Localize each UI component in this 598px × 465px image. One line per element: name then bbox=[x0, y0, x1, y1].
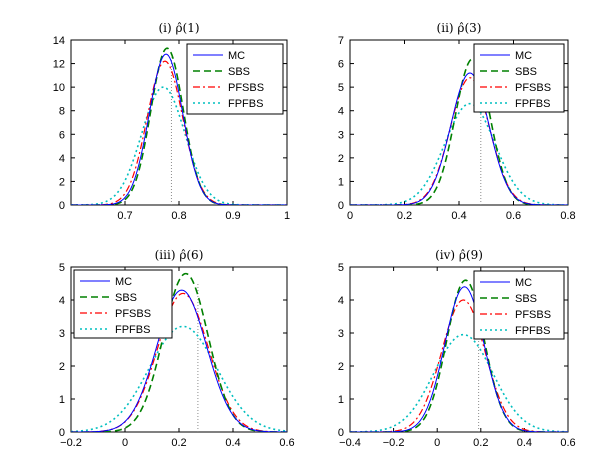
x-tick-label: 0.7 bbox=[117, 210, 132, 222]
legend-label-pfsbs: PFSBS bbox=[228, 82, 264, 94]
series-line-fpfbs bbox=[71, 86, 287, 205]
y-tick-label: 12 bbox=[53, 59, 65, 71]
legend-label-sbs: SBS bbox=[228, 66, 250, 78]
subplot-1: (i) ρ̂(1)0.7 0.8 0.9 102468101214MCSBSPFSBS… bbox=[53, 21, 290, 222]
legend-label-mc: MC bbox=[515, 50, 532, 62]
x-tick-label: 0 bbox=[434, 437, 440, 449]
x-tick-label: 0.6 bbox=[560, 437, 575, 449]
x-tick-label: 0.2 bbox=[171, 437, 186, 449]
legend-label-pfsbs: PFSBS bbox=[515, 309, 551, 321]
y-tick-label: 4 bbox=[59, 153, 65, 165]
series-line-sbs bbox=[71, 272, 287, 432]
legend-label-mc: MC bbox=[115, 276, 132, 288]
y-tick-label: 5 bbox=[338, 262, 344, 274]
legend-label-pfsbs: PFSBS bbox=[115, 308, 151, 320]
x-tick-label: 0 bbox=[122, 437, 128, 449]
subplot-title: (ii) ρ̂(3) bbox=[437, 21, 482, 35]
legend-label-sbs: SBS bbox=[515, 293, 537, 305]
legend-label-fpfbs: FPFBS bbox=[115, 324, 150, 336]
x-tick-label: −0.2 bbox=[60, 437, 82, 449]
subplot-3: (iii) ρ̂(6)−0.2 0 0.2 0.4 0.6012345MCSBSPFSB… bbox=[59, 248, 295, 449]
y-tick-label: 4 bbox=[59, 295, 65, 307]
y-tick-label: 1 bbox=[338, 176, 344, 188]
y-tick-label: 10 bbox=[53, 82, 65, 94]
y-tick-label: 1 bbox=[338, 394, 344, 406]
y-tick-label: 0 bbox=[59, 200, 65, 212]
x-tick-label: 0.4 bbox=[517, 437, 532, 449]
y-tick-label: 2 bbox=[59, 176, 65, 188]
y-tick-label: 4 bbox=[338, 295, 344, 307]
series-line-mc bbox=[350, 286, 568, 432]
legend: MC SBS PFSBS FPFBS bbox=[186, 43, 284, 115]
x-tick-label: 0.8 bbox=[171, 210, 186, 222]
series-line-mc bbox=[350, 72, 568, 205]
x-tick-label: 0.4 bbox=[451, 210, 466, 222]
y-tick-label: 2 bbox=[338, 153, 344, 165]
legend: MC SBS PFSBS FPFBS bbox=[473, 43, 565, 113]
y-tick-label: 3 bbox=[338, 328, 344, 340]
subplot-2: (ii) ρ̂(3) 0 0.2 0.4 0.6 0.8 0 1 2 3 4 5 6 7 MC SBS PFSB… bbox=[338, 21, 576, 222]
x-tick-label: 0.6 bbox=[506, 210, 521, 222]
legend-label-fpfbs: FPFBS bbox=[228, 98, 263, 110]
y-tick-label: 0 bbox=[338, 200, 344, 212]
x-tick-label: 0.9 bbox=[225, 210, 240, 222]
legend: MC SBS PFSBS FPFBS bbox=[473, 270, 565, 340]
subplot-title: (iii) ρ̂(6) bbox=[155, 248, 204, 262]
series-line-fpfbs bbox=[350, 333, 568, 432]
y-tick-label: 6 bbox=[59, 129, 65, 141]
legend-label-sbs: SBS bbox=[115, 292, 137, 304]
x-tick-label: 0.2 bbox=[473, 437, 488, 449]
series-line-sbs bbox=[350, 58, 568, 205]
subplot-4: (iv) ρ̂(9) −0.4 −0.2 0 0.2 0.4 0.6 0 1 2 3 4 5 MC SBS P… bbox=[338, 248, 576, 449]
x-tick-label: −0.2 bbox=[383, 437, 405, 449]
y-tick-label: 1 bbox=[59, 394, 65, 406]
y-tick-label: 5 bbox=[59, 262, 65, 274]
y-tick-label: 2 bbox=[338, 361, 344, 373]
y-tick-label: 2 bbox=[59, 361, 65, 373]
series-line-fpfbs bbox=[71, 325, 287, 432]
y-tick-label: 4 bbox=[338, 106, 344, 118]
y-tick-label: 3 bbox=[59, 328, 65, 340]
legend-label-mc: MC bbox=[228, 50, 245, 62]
y-tick-label: 8 bbox=[59, 106, 65, 118]
y-tick-label: 6 bbox=[338, 59, 344, 71]
legend-label-mc: MC bbox=[515, 277, 532, 289]
series-line-mc bbox=[71, 289, 287, 432]
y-tick-label: 3 bbox=[338, 129, 344, 141]
y-tick-label: 14 bbox=[53, 35, 65, 47]
x-tick-label: −0.4 bbox=[339, 437, 361, 449]
x-tick-label: 0.4 bbox=[225, 437, 240, 449]
legend-label-sbs: SBS bbox=[515, 66, 537, 78]
y-tick-label: 7 bbox=[338, 35, 344, 47]
legend: MC SBS PFSBS FPFBS bbox=[73, 269, 173, 339]
x-tick-label: 1 bbox=[284, 210, 290, 222]
y-tick-label: 5 bbox=[338, 82, 344, 94]
x-tick-label: 0.6 bbox=[279, 437, 294, 449]
x-tick-label: 0 bbox=[347, 210, 353, 222]
x-tick-label: 0.2 bbox=[397, 210, 412, 222]
y-tick-label: 0 bbox=[338, 427, 344, 439]
legend-label-fpfbs: FPFBS bbox=[515, 98, 550, 110]
y-tick-label: 0 bbox=[59, 427, 65, 439]
legend-label-pfsbs: PFSBS bbox=[515, 82, 551, 94]
legend-label-fpfbs: FPFBS bbox=[515, 325, 550, 337]
series-line-mc bbox=[71, 53, 287, 205]
x-tick-label: 0.8 bbox=[560, 210, 575, 222]
subplot-title: (i) ρ̂(1) bbox=[158, 21, 199, 35]
subplot-title: (iv) ρ̂(9) bbox=[435, 248, 483, 262]
